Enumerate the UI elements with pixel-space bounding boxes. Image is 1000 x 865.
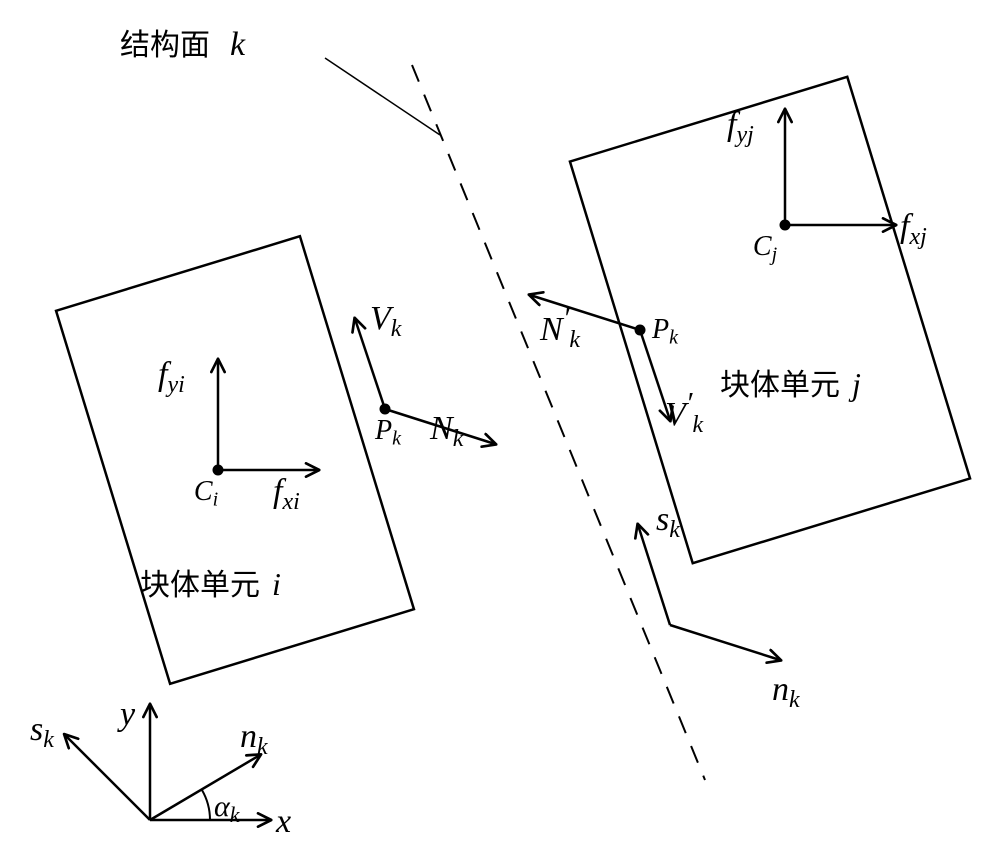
structural-plane-line [412, 65, 705, 780]
f-xj-label: fxj [900, 208, 927, 250]
block-i-label-cjk: 块体单元 [140, 569, 260, 602]
x-axis-label: x [275, 803, 291, 840]
block-j-label-var: j [848, 366, 861, 402]
block-i-label-var: i [272, 566, 281, 602]
centroid-i-label: Ci [194, 476, 218, 511]
block-j-label-cjk: 块体单元 [720, 369, 840, 402]
vk-left-label: Vk [370, 300, 402, 342]
nk-corner-label: nk [240, 718, 268, 760]
structural-plane-title-k: k [230, 26, 246, 63]
nk-left-label: Nk [429, 410, 464, 452]
pk-left-label: Pk [374, 415, 402, 450]
structural-plane-title-cjk: 结构面 [120, 29, 210, 62]
block-j [570, 77, 970, 563]
alpha-arc [202, 790, 210, 820]
centroid-j-label: Cj [753, 231, 778, 266]
pk-right-label: Pk [651, 314, 679, 349]
diagram-canvas: 结构面k块体单元i块体单元jCifxifyiCjfxjfyjPkNkVkPkN′… [0, 0, 1000, 865]
vk-prime-label: V′k [665, 386, 703, 438]
f-yi-label: fyi [158, 356, 185, 398]
sk-corner-label: sk [30, 711, 54, 753]
alpha-k-label: αk [214, 790, 241, 827]
leader-line [325, 58, 440, 135]
y-axis-label: y [117, 696, 136, 733]
f-yj-label: fyj [727, 106, 754, 148]
block-i [56, 236, 414, 684]
nk-axis-label: nk [772, 671, 800, 713]
f-xi-label: fxi [273, 473, 300, 515]
